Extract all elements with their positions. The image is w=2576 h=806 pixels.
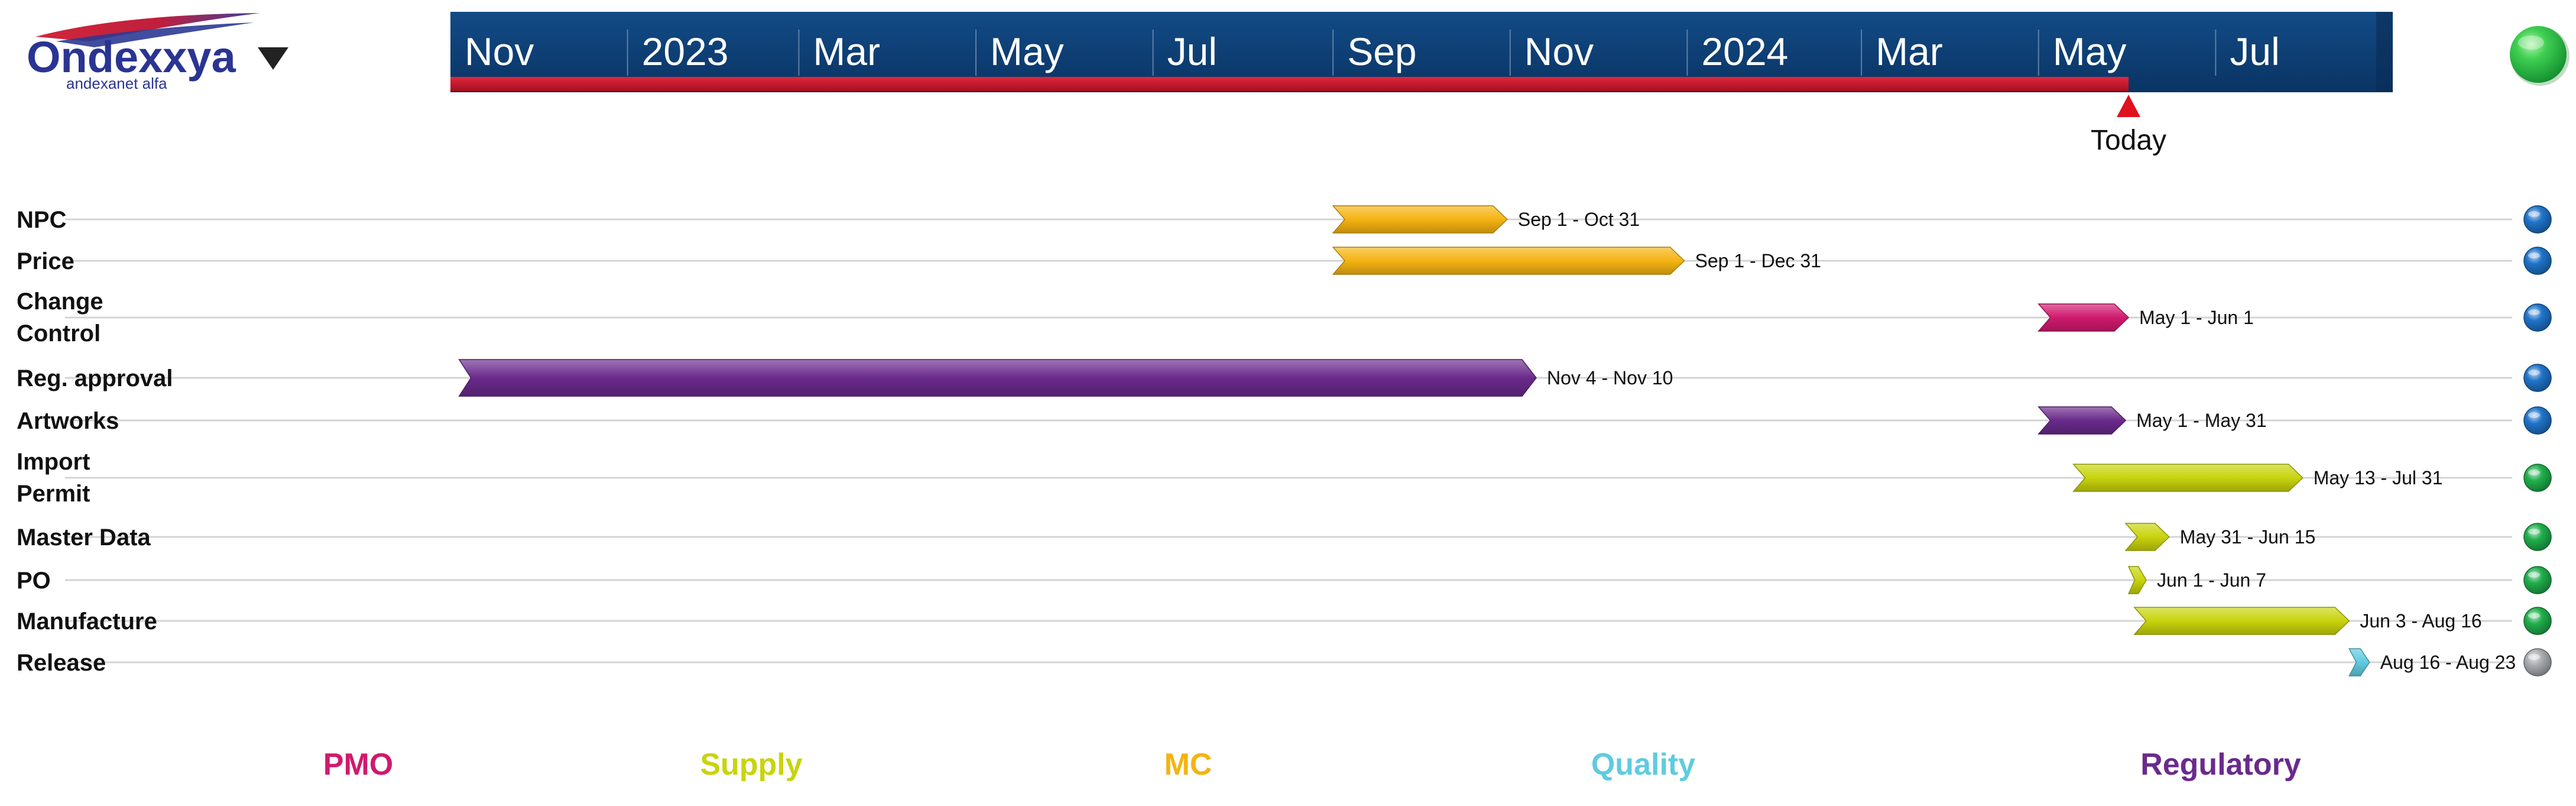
- blue-status-orb-icon: [2523, 247, 2552, 275]
- task-name: Price: [17, 248, 74, 274]
- brand-logo: Ondexxya andexanet alfa: [27, 13, 288, 92]
- task-row: Price Sep 1 - Dec 31: [17, 247, 2552, 275]
- task-bar[interactable]: [2124, 523, 2170, 551]
- task-name: Artworks: [17, 408, 119, 434]
- timeline-tick-label: Mar: [813, 30, 880, 73]
- timeline-tick-label: Sep: [1347, 30, 1416, 73]
- task-date-label: May 1 - May 31: [2136, 410, 2267, 431]
- task-name: Change Control: [17, 289, 103, 347]
- task-date-label: Jun 1 - Jun 7: [2157, 569, 2266, 591]
- task-date-label: Aug 16 - Aug 23: [2380, 652, 2516, 673]
- task-date-label: Sep 1 - Oct 31: [1518, 209, 1640, 230]
- task-row: Master Data May 31 - Jun 15: [17, 523, 2552, 551]
- task-bar[interactable]: [2133, 607, 2350, 635]
- today-triangle-icon: [2117, 95, 2141, 117]
- task-bar[interactable]: [2127, 566, 2147, 594]
- category-legend: PMO Supply MC Quality Regulatory: [323, 747, 2301, 782]
- legend-entry: Supply: [700, 747, 802, 782]
- legend-entry: Quality: [1591, 747, 1695, 782]
- timeline-tick-label: Jul: [1167, 30, 1217, 73]
- blue-status-orb-icon: [2523, 364, 2552, 392]
- task-row: Reg. approval Nov 4 - Nov 10: [17, 359, 2552, 397]
- task-date-label: May 13 - Jul 31: [2314, 467, 2443, 488]
- timeline-tick-label: 2023: [642, 30, 729, 73]
- task-row: Artworks May 1 - May 31: [17, 406, 2552, 435]
- green-status-orb-icon: [2523, 607, 2552, 635]
- today-marker: Today: [2091, 95, 2166, 156]
- green-status-orb-icon: [2523, 566, 2552, 594]
- overall-status: [2510, 26, 2569, 86]
- timeline-tick-label: Nov: [465, 30, 534, 73]
- task-row: Import Permit May 13 - Jul 31: [17, 449, 2552, 507]
- logo-swoosh-icon: [35, 13, 260, 41]
- blue-status-orb-icon: [2523, 406, 2552, 435]
- task-bar[interactable]: [1332, 247, 1685, 275]
- task-row: PO Jun 1 - Jun 7: [17, 566, 2552, 594]
- timeline-tick-label: Mar: [1876, 30, 1943, 73]
- legend-entry: PMO: [323, 747, 393, 782]
- logo-wordmark: Ondexxya: [27, 33, 236, 82]
- green-status-orb-icon: [2523, 464, 2552, 492]
- blue-status-orb-icon: [2523, 205, 2552, 234]
- blue-status-orb-icon: [2523, 303, 2552, 332]
- logo-tagline: andexanet alfa: [66, 75, 167, 92]
- task-bar[interactable]: [458, 359, 1537, 397]
- task-row: Release Aug 16 - Aug 23: [17, 648, 2552, 676]
- green-status-orb-icon: [2510, 26, 2567, 83]
- task-rows: NPC Sep 1 - Oct 31 Price Sep 1 - Dec 31 Chan…: [17, 205, 2552, 676]
- task-date-label: Jun 3 - Aug 16: [2360, 610, 2481, 632]
- timeline-tick-label: May: [990, 30, 1064, 73]
- grey-status-orb-icon: [2523, 648, 2552, 676]
- legend-entry: MC: [1164, 747, 1212, 782]
- task-name: Manufacture: [17, 608, 157, 635]
- task-date-label: May 1 - Jun 1: [2139, 307, 2254, 328]
- timeline-tick-label: 2024: [1701, 30, 1788, 73]
- task-bar[interactable]: [2348, 648, 2370, 676]
- green-status-orb-icon: [2523, 523, 2552, 551]
- task-bar[interactable]: [2038, 303, 2130, 332]
- task-bar[interactable]: [2038, 406, 2127, 435]
- task-date-label: Sep 1 - Dec 31: [1695, 250, 1821, 271]
- timeline-header: Nov 2023 Mar May Jul Sep Nov 2024 Mar May Jul Toda…: [450, 12, 2393, 156]
- task-bar[interactable]: [2072, 464, 2304, 492]
- timeline-tick-label: May: [2053, 30, 2127, 73]
- task-row: NPC Sep 1 - Oct 31: [17, 205, 2552, 234]
- task-date-label: Nov 4 - Nov 10: [1547, 367, 1673, 389]
- task-name: Import Permit: [17, 449, 90, 507]
- legend-entry: Regulatory: [2140, 747, 2301, 782]
- task-row: Manufacture Jun 3 - Aug 16: [17, 607, 2552, 635]
- task-name: Master Data: [17, 525, 151, 551]
- task-name: Release: [17, 650, 106, 676]
- task-name: NPC: [17, 207, 66, 233]
- task-date-label: May 31 - Jun 15: [2180, 526, 2315, 548]
- task-name: Reg. approval: [17, 365, 173, 391]
- today-label: Today: [2091, 125, 2166, 156]
- timeline-tick-label: Nov: [1524, 30, 1594, 73]
- task-name: PO: [17, 568, 51, 594]
- task-bar[interactable]: [1332, 205, 1508, 234]
- task-row: Change Control May 1 - Jun 1: [17, 289, 2552, 347]
- elapsed-progress-bar: [450, 77, 2129, 91]
- timeline-tick-label: Jul: [2230, 30, 2279, 73]
- caret-down-icon[interactable]: [258, 47, 288, 70]
